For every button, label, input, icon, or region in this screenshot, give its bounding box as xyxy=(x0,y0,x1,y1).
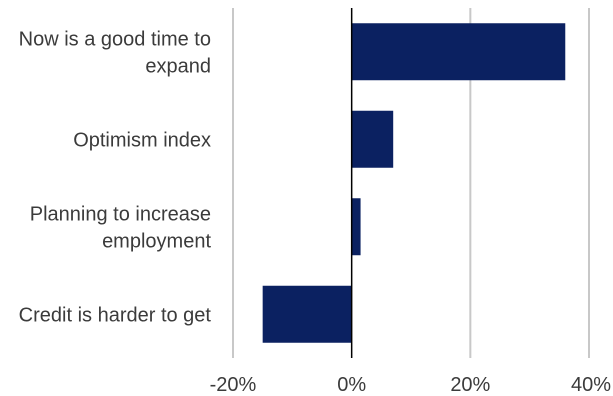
category-label-3: Credit is harder to get xyxy=(19,304,212,326)
x-tick-label-3: 40% xyxy=(571,374,611,396)
category-label-line: Credit is harder to get xyxy=(19,304,212,326)
x-tick-label-1: 0% xyxy=(337,374,366,396)
x-tick-label-2: 20% xyxy=(450,374,490,396)
bar-1 xyxy=(351,110,394,168)
category-label-line: expand xyxy=(145,55,211,77)
bar-2 xyxy=(351,198,361,256)
bar-0 xyxy=(351,23,566,81)
x-tick-label-0: -20% xyxy=(210,374,257,396)
category-label-line: Optimism index xyxy=(73,129,211,151)
category-label-line: Now is a good time to xyxy=(19,28,211,50)
category-label-line: Planning to increase xyxy=(30,203,211,225)
bar-3 xyxy=(262,285,352,343)
category-label-2: Planning to increase employment xyxy=(30,203,212,252)
category-label-0: Now is a good time to expand xyxy=(19,28,211,77)
category-label-line: employment xyxy=(102,230,211,252)
category-label-1: Optimism index xyxy=(73,129,211,151)
